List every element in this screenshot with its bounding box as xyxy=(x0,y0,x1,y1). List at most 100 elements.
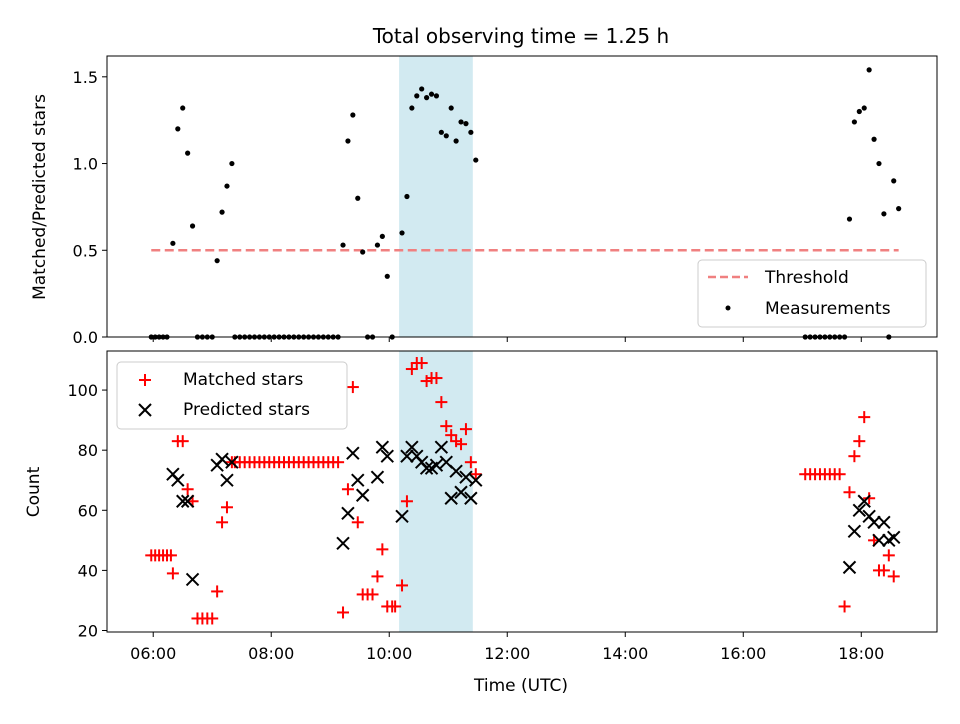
matched-star-point xyxy=(346,381,359,394)
bottom-y-axis-label: Count xyxy=(24,466,44,517)
x-tick-label: 12:00 xyxy=(484,644,530,663)
x-tick-label: 08:00 xyxy=(248,644,294,663)
top-x-ticks xyxy=(152,337,862,342)
matched-star-point xyxy=(464,456,477,469)
predicted-star-point xyxy=(225,455,239,469)
matched-star-point xyxy=(882,549,895,562)
measurement-point xyxy=(224,183,230,189)
threshold-legend-label: Threshold xyxy=(764,268,849,288)
predicted-star-point xyxy=(469,473,483,487)
measurement-point xyxy=(360,249,366,255)
top-y-axis-label: Matched/Predicted stars xyxy=(30,94,50,300)
predicted-star-point xyxy=(355,488,370,502)
matched-star-point xyxy=(843,486,856,499)
measurements-legend-marker xyxy=(725,305,731,311)
measurement-point xyxy=(448,105,454,111)
measurement-point xyxy=(881,211,887,217)
predicted-star-point xyxy=(464,491,478,505)
x-tick-label: 18:00 xyxy=(838,644,884,663)
matched-star-point xyxy=(216,516,229,529)
x-axis-label: Time (UTC) xyxy=(473,676,568,696)
measurement-point xyxy=(861,105,867,111)
measurement-point xyxy=(404,193,410,200)
measurements-legend-label: Measurements xyxy=(765,299,891,319)
measurement-point xyxy=(399,230,405,236)
predicted-legend-x xyxy=(138,403,152,417)
predicted-star-point xyxy=(444,491,458,505)
predicted-star-point xyxy=(405,440,419,454)
predicted-legend-marker xyxy=(138,403,152,417)
measurement-point xyxy=(443,133,449,139)
predicted-star-point xyxy=(434,440,449,454)
matched-star-point xyxy=(863,492,876,505)
measurement-point xyxy=(384,273,390,279)
predicted-star-point xyxy=(429,458,444,472)
matched-star-point xyxy=(376,543,389,556)
measurement-point xyxy=(175,126,181,132)
y-tick-label: 1.5 xyxy=(73,68,98,87)
x-tick-label: 16:00 xyxy=(720,644,766,663)
matched-star-point xyxy=(445,429,458,442)
measurement-point xyxy=(876,160,882,167)
measurement-point xyxy=(424,95,430,101)
measurement-point xyxy=(419,86,425,92)
predicted-star-point xyxy=(454,485,468,499)
y-tick-label: 40 xyxy=(78,561,98,580)
bottom-legend-box xyxy=(116,361,348,430)
predicted-star-point xyxy=(370,470,385,484)
matched-star-point xyxy=(351,516,364,529)
matched-star-point xyxy=(469,468,482,481)
y-tick-label: 0.0 xyxy=(73,328,98,347)
y-tick-label: 80 xyxy=(78,441,98,460)
bottom-marks xyxy=(145,357,901,625)
matched-star-point xyxy=(337,606,350,619)
measurement-point xyxy=(463,121,469,127)
matched-star-point xyxy=(853,435,866,448)
matched-star-point xyxy=(833,468,846,481)
x-tick-label: 06:00 xyxy=(130,644,176,663)
measurement-point xyxy=(180,105,186,111)
measurement-point xyxy=(891,178,897,184)
measurement-point xyxy=(856,108,862,115)
predicted-star-point xyxy=(346,446,360,460)
x-tick-label: 14:00 xyxy=(602,644,648,663)
x-tick-label: 10:00 xyxy=(366,644,412,663)
matched-star-point xyxy=(848,450,861,463)
top-y-ticks: 0.0 0.5 1.0 1.5 xyxy=(73,68,107,347)
predicted-star-point xyxy=(872,533,886,548)
predicted-star-point xyxy=(215,452,229,466)
predicted-star-point xyxy=(459,470,473,484)
predicted-star-point xyxy=(176,494,190,508)
predicted-star-point xyxy=(847,524,862,539)
measurement-point xyxy=(458,119,464,125)
measurement-point xyxy=(185,150,191,156)
predicted-star-point xyxy=(341,506,355,520)
measurement-point xyxy=(453,138,459,144)
bottom-legend: Matched stars Predicted stars xyxy=(116,361,348,430)
predicted-star-point xyxy=(419,461,434,475)
bottom-x-ticks: 06:00 08:00 10:00 12:00 14:00 16:00 18:00 xyxy=(130,632,884,663)
predicted-star-point xyxy=(400,449,414,463)
measurement-point xyxy=(871,136,877,142)
measurement-point xyxy=(219,209,225,215)
predicted-star-point xyxy=(857,494,871,508)
top-plot-frame xyxy=(106,55,938,338)
measurement-point xyxy=(374,242,381,248)
matched-star-point xyxy=(838,600,851,613)
measurement-point xyxy=(473,157,479,163)
predicted-star-point xyxy=(351,473,365,487)
matched-star-point xyxy=(164,549,177,562)
measurement-point xyxy=(866,67,872,73)
matched-star-point xyxy=(430,372,443,385)
predicted-star-point xyxy=(375,440,390,454)
bottom-plot-frame xyxy=(106,350,938,633)
predicted-star-point xyxy=(220,473,234,487)
matched-star-point xyxy=(400,495,413,508)
measurement-point xyxy=(851,119,857,125)
measurement-point xyxy=(379,233,385,239)
measurement-point xyxy=(229,160,235,167)
matched-legend-marker xyxy=(139,374,151,386)
predicted-star-point xyxy=(852,503,867,517)
matched-legend-plus xyxy=(139,374,151,386)
